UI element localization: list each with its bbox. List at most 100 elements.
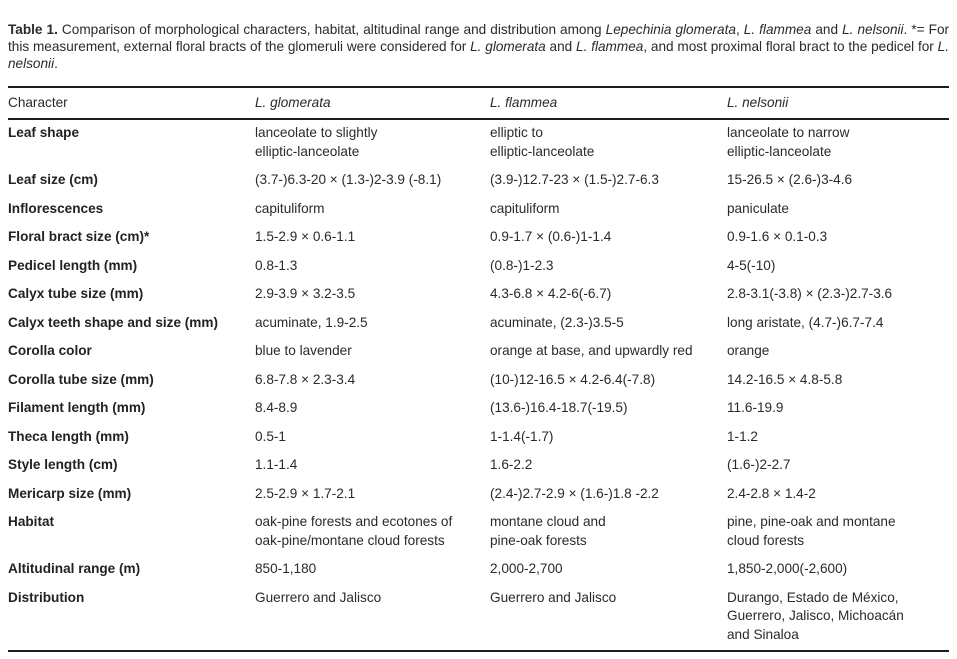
cell-glomerata: (3.7-)6.3-20 × (1.3-)2-3.9 (-8.1) <box>255 172 442 188</box>
cell-character: Calyx tube size (mm) <box>8 286 144 302</box>
cell-character: Distribution <box>8 589 85 605</box>
caption-text: , and most proximal floral bract to the … <box>643 39 938 54</box>
cell-character: Inflorescences <box>8 200 104 216</box>
species-name: L. nelsonii <box>842 21 904 37</box>
caption-text: . <box>54 56 58 72</box>
cell-glomerata: 8.4-8.9 <box>255 400 298 416</box>
cell-flammea: Guerrero and Jalisco <box>490 589 617 605</box>
column-header-nelsonii: L. nelsonii <box>727 95 789 111</box>
cell-character: Style length (cm) <box>8 457 118 473</box>
cell-nelsonii: 2.8-3.1(-3.8) × (2.3-)2.7-3.6 <box>727 286 893 302</box>
cell-nelsonii: lanceolate to narrow elliptic-lanceolate <box>727 125 850 159</box>
cell-nelsonii: pine, pine-oak and montane cloud forests <box>727 514 896 548</box>
cell-flammea: (3.9-)12.7-23 × (1.5-)2.7-6.3 <box>490 172 659 188</box>
cell-glomerata: acuminate, 1.9-2.5 <box>255 314 368 330</box>
cell-nelsonii: orange <box>727 343 770 359</box>
cell-flammea: 0.9-1.7 × (0.6-)1-1.4 <box>490 229 612 245</box>
cell-flammea: elliptic to elliptic-lanceolate <box>490 125 595 159</box>
caption-label: Table 1. <box>8 21 58 37</box>
cell-glomerata: 2.5-2.9 × 1.7-2.1 <box>255 485 356 501</box>
table-row: Floral bract size (cm)* 1.5-2.9 × 0.6-1.… <box>8 224 949 253</box>
cell-flammea: (2.4-)2.7-2.9 × (1.6-)1.8 -2.2 <box>490 485 659 501</box>
table-row: Leaf shape lanceolate to slightly ellipt… <box>8 119 949 167</box>
cell-nelsonii: long aristate, (4.7-)6.7-7.4 <box>727 314 884 330</box>
cell-character: Corolla tube size (mm) <box>8 371 154 387</box>
cell-nelsonii: 0.9-1.6 × 0.1-0.3 <box>727 229 828 245</box>
table-row: Calyx teeth shape and size (mm) acuminat… <box>8 310 949 339</box>
cell-character: Mericarp size (mm) <box>8 485 132 501</box>
table-row: Corolla tube size (mm) 6.8-7.8 × 2.3-3.4… <box>8 367 949 396</box>
cell-nelsonii: 14.2-16.5 × 4.8-5.8 <box>727 371 843 387</box>
table-row: Habitat oak-pine forests and ecotones of… <box>8 509 949 556</box>
cell-glomerata: 1.1-1.4 <box>255 457 298 473</box>
species-name: L. glomerata <box>470 39 546 54</box>
column-header-character: Character <box>8 95 68 111</box>
caption-text: and <box>545 39 577 54</box>
cell-character: Theca length (mm) <box>8 428 129 444</box>
cell-glomerata: 2.9-3.9 × 3.2-3.5 <box>255 286 356 302</box>
cell-glomerata: 0.8-1.3 <box>255 257 298 273</box>
cell-glomerata: lanceolate to slightly elliptic-lanceola… <box>255 125 378 159</box>
cell-glomerata: 850-1,180 <box>255 561 317 577</box>
cell-glomerata: capituliform <box>255 200 325 216</box>
species-name: Lepechinia glomerata <box>605 21 736 37</box>
cell-glomerata: 0.5-1 <box>255 428 286 444</box>
cell-flammea: (13.6-)16.4-18.7(-19.5) <box>490 400 628 416</box>
cell-nelsonii: paniculate <box>727 200 789 216</box>
cell-character: Habitat <box>8 514 55 530</box>
column-header-flammea: L. flammea <box>490 95 558 111</box>
table-row: Mericarp size (mm) 2.5-2.9 × 1.7-2.1 (2.… <box>8 481 949 510</box>
species-name: L. nelsonii <box>8 39 949 72</box>
cell-nelsonii: 1-1.2 <box>727 428 758 444</box>
cell-flammea: orange at base, and upwardly red <box>490 343 693 359</box>
table-row: Filament length (mm) 8.4-8.9 (13.6-)16.4… <box>8 395 949 424</box>
caption-text: and <box>811 21 843 37</box>
cell-nelsonii: 15-26.5 × (2.6-)3-4.6 <box>727 172 853 188</box>
caption-text: , <box>735 21 744 37</box>
comparison-table: Character L. glomerata L. flammea L. nel… <box>8 86 949 653</box>
cell-flammea: 1-1.4(-1.7) <box>490 428 554 444</box>
cell-flammea: (10-)12-16.5 × 4.2-6.4(-7.8) <box>490 371 656 387</box>
cell-character: Floral bract size (cm)* <box>8 229 150 245</box>
cell-character: Leaf shape <box>8 125 80 141</box>
table-row: Corolla color blue to lavender orange at… <box>8 338 949 367</box>
table-row: Calyx tube size (mm) 2.9-3.9 × 3.2-3.5 4… <box>8 281 949 310</box>
cell-character: Pedicel length (mm) <box>8 257 138 273</box>
column-header-glomerata: L. glomerata <box>255 95 331 111</box>
table-row: Style length (cm) 1.1-1.4 1.6-2.2 (1.6-)… <box>8 452 949 481</box>
cell-nelsonii: 4-5(-10) <box>727 257 776 273</box>
table-row: Distribution Guerrero and Jalisco Guerre… <box>8 585 949 652</box>
species-name: L. flammea <box>576 39 644 54</box>
cell-nelsonii: (1.6-)2-2.7 <box>727 457 791 473</box>
cell-character: Leaf size (cm) <box>8 172 98 188</box>
table-row: Pedicel length (mm) 0.8-1.3 (0.8-)1-2.3 … <box>8 253 949 282</box>
cell-flammea: (0.8-)1-2.3 <box>490 257 554 273</box>
cell-glomerata: 6.8-7.8 × 2.3-3.4 <box>255 371 356 387</box>
cell-glomerata: 1.5-2.9 × 0.6-1.1 <box>255 229 356 245</box>
cell-flammea: 2,000-2,700 <box>490 561 563 577</box>
cell-character: Calyx teeth shape and size (mm) <box>8 314 219 330</box>
table-caption: Table 1. Comparison of morphological cha… <box>8 21 949 73</box>
table-row: Leaf size (cm) (3.7-)6.3-20 × (1.3-)2-3.… <box>8 167 949 196</box>
cell-flammea: acuminate, (2.3-)3.5-5 <box>490 314 624 330</box>
header-row: Character L. glomerata L. flammea L. nel… <box>8 87 949 120</box>
cell-nelsonii: Durango, Estado de México, Guerrero, Jal… <box>727 589 904 642</box>
cell-flammea: 4.3-6.8 × 4.2-6(-6.7) <box>490 286 612 302</box>
cell-nelsonii: 1,850-2,000(-2,600) <box>727 561 848 577</box>
cell-character: Corolla color <box>8 343 92 359</box>
table-row: Theca length (mm) 0.5-1 1-1.4(-1.7) 1-1.… <box>8 424 949 453</box>
cell-glomerata: blue to lavender <box>255 343 352 359</box>
species-name: L. flammea <box>743 21 812 37</box>
cell-flammea: 1.6-2.2 <box>490 457 533 473</box>
cell-glomerata: oak-pine forests and ecotones of oak-pin… <box>255 514 453 548</box>
cell-glomerata: Guerrero and Jalisco <box>255 589 382 605</box>
cell-character: Filament length (mm) <box>8 400 146 416</box>
cell-nelsonii: 2.4-2.8 × 1.4-2 <box>727 485 816 501</box>
cell-nelsonii: 11.6-19.9 <box>727 400 784 416</box>
caption-text: . *= For this measurement, external flor… <box>8 21 950 54</box>
cell-flammea: montane cloud and pine-oak forests <box>490 514 606 548</box>
caption-text: Comparison of morphological characters, … <box>57 21 606 37</box>
cell-flammea: capituliform <box>490 200 560 216</box>
table-row: Altitudinal range (m) 850-1,180 2,000-2,… <box>8 556 949 585</box>
